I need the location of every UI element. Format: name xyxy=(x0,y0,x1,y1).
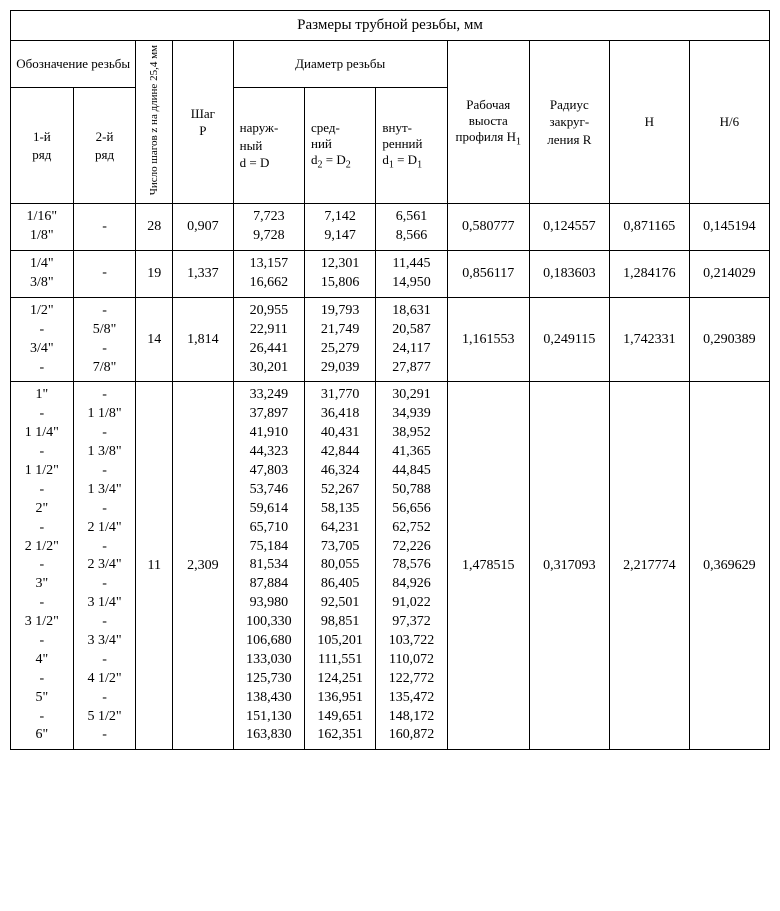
cell-d1: 30,291 34,939 38,952 41,365 44,845 50,78… xyxy=(376,382,447,750)
cell-p: 2,309 xyxy=(173,382,234,750)
hdr-row1: 1-й ряд xyxy=(11,88,74,204)
cell-H: 1,742331 xyxy=(609,297,689,382)
cell-H6: 0,214029 xyxy=(689,251,769,298)
cell-H: 2,217774 xyxy=(609,382,689,750)
cell-row2: - 5/8" - 7/8" xyxy=(73,297,136,382)
hdr-H6: H/6 xyxy=(689,41,769,204)
cell-R: 0,124557 xyxy=(529,204,609,251)
cell-dD: 20,955 22,911 26,441 30,201 xyxy=(233,297,304,382)
cell-H6: 0,290389 xyxy=(689,297,769,382)
cell-p: 1,814 xyxy=(173,297,234,382)
cell-R: 0,249115 xyxy=(529,297,609,382)
cell-R: 0,183603 xyxy=(529,251,609,298)
hdr-d-mid: сред- ний d2 = D2 xyxy=(305,88,376,204)
hdr-z: Число шагов z на длине 25,4 мм xyxy=(136,41,173,204)
hdr-d-inner: внут- ренний d1 = D1 xyxy=(376,88,447,204)
cell-H1: 0,580777 xyxy=(447,204,529,251)
hdr-row2: 2-й ряд xyxy=(73,88,136,204)
cell-z: 11 xyxy=(136,382,173,750)
cell-R: 0,317093 xyxy=(529,382,609,750)
hdr-d-outer: наруж- ный d = D xyxy=(233,88,304,204)
cell-d2: 12,301 15,806 xyxy=(305,251,376,298)
hdr-H: H xyxy=(609,41,689,204)
cell-d2: 31,770 36,418 40,431 42,844 46,324 52,26… xyxy=(305,382,376,750)
cell-d1: 11,445 14,950 xyxy=(376,251,447,298)
cell-dD: 33,249 37,897 41,910 44,323 47,803 53,74… xyxy=(233,382,304,750)
hdr-h1: Рабочая выоста профиля H1 xyxy=(447,41,529,204)
cell-H: 1,284176 xyxy=(609,251,689,298)
hdr-r: Радиус закруг- ления R xyxy=(529,41,609,204)
cell-d2: 7,142 9,147 xyxy=(305,204,376,251)
cell-row1: 1/4" 3/8" xyxy=(11,251,74,298)
cell-dD: 7,723 9,728 xyxy=(233,204,304,251)
cell-row2: - xyxy=(73,204,136,251)
cell-row2: - xyxy=(73,251,136,298)
cell-H6: 0,369629 xyxy=(689,382,769,750)
table-title: Размеры трубной резьбы, мм xyxy=(11,11,770,41)
cell-z: 14 xyxy=(136,297,173,382)
cell-dD: 13,157 16,662 xyxy=(233,251,304,298)
cell-H1: 1,161553 xyxy=(447,297,529,382)
cell-p: 0,907 xyxy=(173,204,234,251)
cell-H1: 0,856117 xyxy=(447,251,529,298)
cell-H1: 1,478515 xyxy=(447,382,529,750)
cell-p: 1,337 xyxy=(173,251,234,298)
cell-d1: 18,631 20,587 24,117 27,877 xyxy=(376,297,447,382)
cell-row1: 1/2" - 3/4" - xyxy=(11,297,74,382)
cell-H6: 0,145194 xyxy=(689,204,769,251)
cell-z: 28 xyxy=(136,204,173,251)
hdr-diameter: Диаметр резьбы xyxy=(233,41,447,88)
cell-row2: - 1 1/8" - 1 3/8" - 1 3/4" - 2 1/4" - 2 … xyxy=(73,382,136,750)
thread-dimensions-table: Размеры трубной резьбы, мм Обозначение р… xyxy=(10,10,770,750)
cell-d2: 19,793 21,749 25,279 29,039 xyxy=(305,297,376,382)
cell-d1: 6,561 8,566 xyxy=(376,204,447,251)
cell-row1: 1" - 1 1/4" - 1 1/2" - 2" - 2 1/2" - 3" … xyxy=(11,382,74,750)
cell-z: 19 xyxy=(136,251,173,298)
hdr-pitch: Шаг P xyxy=(173,41,234,204)
cell-row1: 1/16" 1/8" xyxy=(11,204,74,251)
cell-H: 0,871165 xyxy=(609,204,689,251)
hdr-designation: Обозначение резьбы xyxy=(11,41,136,88)
